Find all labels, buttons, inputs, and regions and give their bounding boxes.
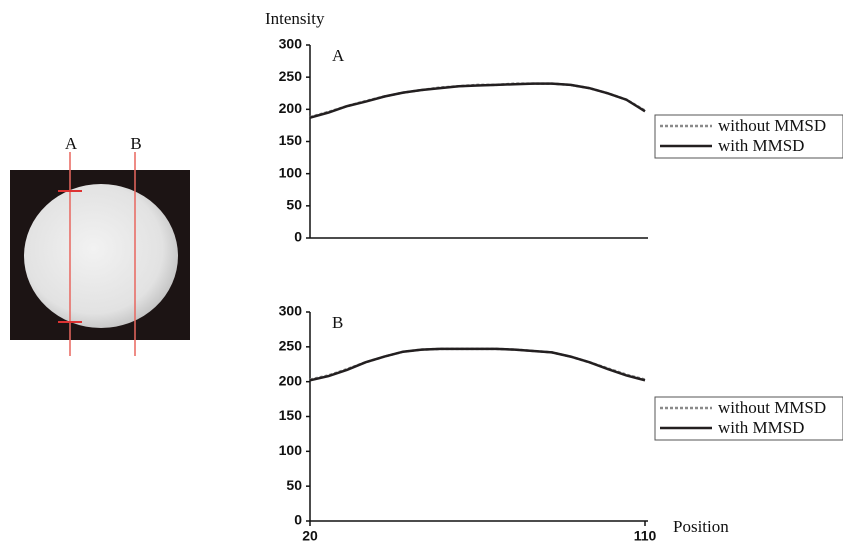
- phantom: [24, 184, 178, 328]
- y-tick-label: 50: [286, 197, 302, 213]
- y-tick-label: 150: [279, 407, 303, 423]
- figure: A B 050100150200250300IntensityAwithout …: [0, 0, 843, 547]
- y-tick-label: 300: [279, 36, 303, 52]
- y-axis-title: Intensity: [265, 9, 325, 28]
- y-tick-label: 300: [279, 303, 303, 319]
- page: A B 050100150200250300IntensityAwithout …: [0, 0, 843, 547]
- legend-label: without MMSD: [718, 398, 826, 417]
- y-tick-label: 250: [279, 338, 303, 354]
- legend-label: with MMSD: [718, 418, 804, 437]
- y-tick-label: 200: [279, 100, 303, 116]
- y-tick-label: 200: [279, 372, 303, 388]
- panel-label: A: [332, 46, 345, 65]
- legend-label: without MMSD: [718, 116, 826, 135]
- y-tick-label: 100: [279, 164, 303, 180]
- y-tick-label: 0: [294, 229, 302, 245]
- y-tick-label: 250: [279, 68, 303, 84]
- line-label: B: [130, 134, 141, 153]
- series-line: [310, 349, 645, 380]
- panel-label: B: [332, 313, 343, 332]
- y-tick-label: 50: [286, 477, 302, 493]
- x-axis-title: Position: [673, 517, 729, 536]
- legend-label: with MMSD: [718, 136, 804, 155]
- series-line: [310, 84, 645, 118]
- x-tick-label: 20: [302, 528, 318, 544]
- line-label: A: [65, 134, 78, 153]
- phantom-image: A B: [10, 134, 190, 356]
- y-tick-label: 0: [294, 512, 302, 528]
- x-tick-label: 110: [634, 528, 657, 544]
- y-tick-label: 150: [279, 132, 303, 148]
- y-tick-label: 100: [279, 442, 303, 458]
